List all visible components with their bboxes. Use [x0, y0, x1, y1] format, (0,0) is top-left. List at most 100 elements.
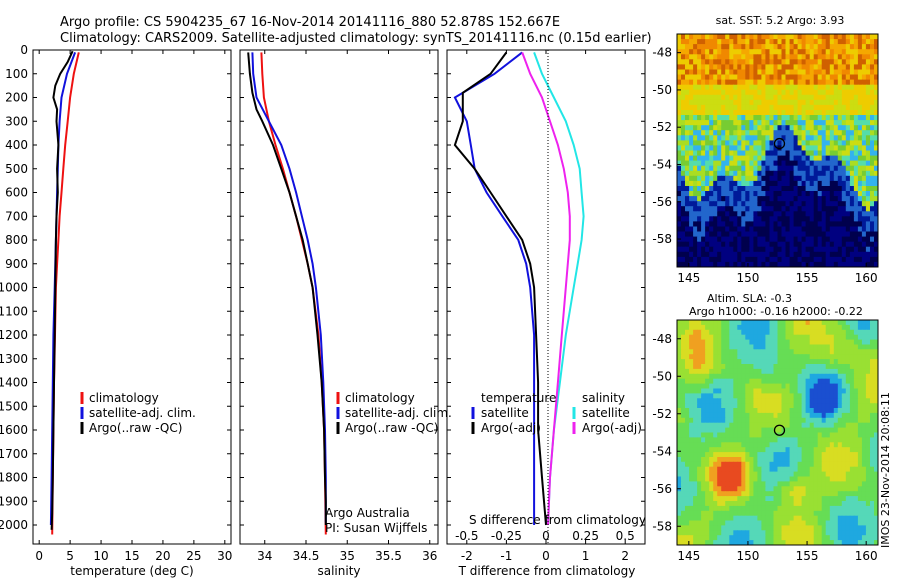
map-cell [761, 324, 766, 331]
map-cell [721, 520, 726, 526]
map-cell [821, 403, 827, 409]
map-cell [681, 530, 686, 536]
map-cell [713, 140, 718, 147]
map-cell [793, 79, 799, 86]
map-cell [697, 34, 702, 40]
map-cell [805, 354, 811, 360]
map-cell [757, 201, 762, 207]
map-cell [725, 427, 730, 434]
map-cell [825, 525, 831, 531]
map-cell [773, 501, 779, 507]
map-cell [833, 427, 839, 434]
map-cell [725, 501, 730, 507]
map-cell [749, 79, 754, 86]
map-cell [801, 320, 807, 326]
map-cell [685, 481, 690, 487]
map-cell [793, 256, 799, 263]
map-cell [753, 339, 758, 346]
map-cell [789, 49, 795, 55]
map-cell [833, 324, 839, 331]
map-cell [833, 130, 839, 136]
map-cell [709, 466, 714, 473]
map-cell [785, 64, 791, 71]
map-cell [821, 530, 827, 536]
map-cell [757, 432, 762, 438]
map-cell [741, 99, 746, 106]
map-cell [845, 530, 851, 536]
temperature-axis: 0 5 10 15 20 25 30 [35, 50, 232, 563]
map-cell [841, 540, 847, 545]
map-cell [709, 417, 714, 424]
map-cell [837, 256, 843, 263]
map-cell [757, 359, 762, 365]
map-cell [781, 540, 787, 545]
map-cell [737, 520, 742, 526]
map-cell [797, 461, 803, 468]
map-cell [709, 79, 714, 86]
map-cell [753, 422, 758, 429]
map-cell [817, 216, 823, 222]
map-cell [781, 125, 787, 131]
map-cell [865, 510, 871, 517]
map-cell [845, 120, 851, 126]
map-cell [677, 69, 682, 76]
map-cell [729, 368, 734, 375]
map-cell [841, 94, 847, 101]
map-cell [857, 59, 863, 65]
map-cell [721, 427, 726, 434]
map-cell [717, 447, 722, 453]
map-cell [874, 64, 878, 71]
map-cell [693, 231, 698, 238]
map-cell [701, 452, 706, 458]
map-cell [841, 408, 847, 414]
map-cell [725, 471, 730, 478]
map-cell [801, 388, 807, 394]
map-cell [813, 334, 819, 341]
map-cell [865, 84, 871, 91]
map-cell [705, 221, 710, 228]
map-cell [845, 251, 851, 258]
map-cell [837, 251, 843, 258]
map-cell [749, 135, 754, 141]
map-cell [789, 59, 795, 65]
map-cell [745, 471, 750, 478]
map-cell [761, 388, 766, 394]
map-cell [773, 170, 779, 177]
map-cell [841, 452, 847, 458]
map-cell [745, 334, 750, 341]
map-cell [733, 520, 738, 526]
map-cell [829, 74, 835, 81]
map-cell [737, 486, 742, 492]
map-cell [821, 49, 827, 55]
map-cell [733, 231, 738, 238]
map-cell [837, 44, 843, 50]
map-cell [805, 115, 811, 121]
map-cell [813, 54, 819, 60]
map-cell [817, 481, 823, 487]
map-cell [705, 236, 710, 243]
map-cell [729, 491, 734, 497]
map-cell [717, 125, 722, 131]
map-cell [817, 246, 823, 253]
map-cell [785, 491, 791, 497]
map-cell [785, 99, 791, 106]
map-cell [701, 422, 706, 429]
map-cell [729, 344, 734, 350]
map-cell [693, 520, 698, 526]
map-cell [865, 520, 871, 526]
map-cell [845, 422, 851, 429]
map-cell [725, 226, 730, 233]
map-cell [681, 160, 686, 167]
map-cell [709, 432, 714, 438]
map-cell [713, 505, 718, 512]
map-cell [813, 135, 819, 141]
map-cell [697, 251, 702, 258]
map-cell [817, 79, 823, 86]
map-cell [737, 476, 742, 482]
map-cell [861, 211, 867, 217]
map-cell [829, 505, 835, 512]
map-cell [713, 422, 718, 429]
map-cell [821, 388, 827, 394]
map-cell [765, 115, 770, 121]
map-cell [813, 515, 819, 522]
